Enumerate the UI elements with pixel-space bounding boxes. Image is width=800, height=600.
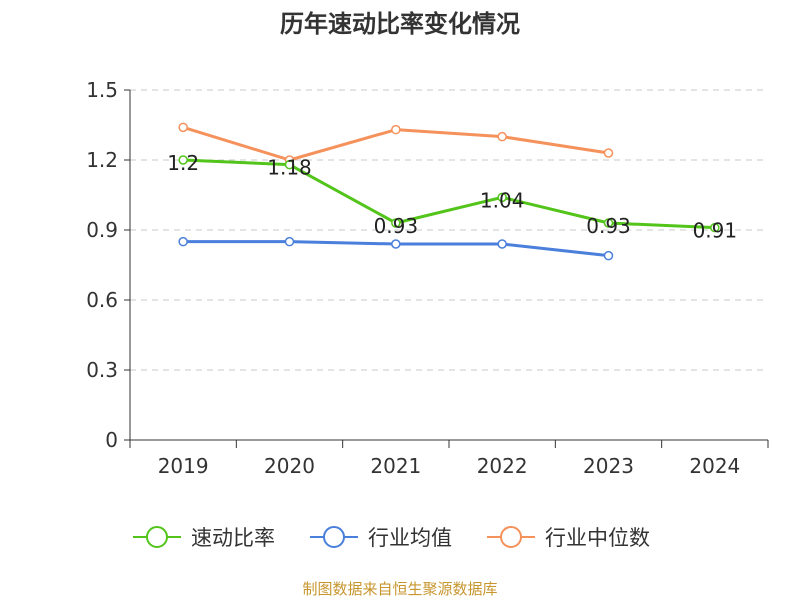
data-point bbox=[178, 155, 188, 165]
data-point bbox=[603, 250, 614, 261]
x-tick-label: 2019 bbox=[158, 454, 209, 478]
data-point bbox=[497, 239, 507, 249]
y-tick-label: 0 bbox=[105, 428, 118, 452]
y-tick-label: 0.9 bbox=[86, 218, 118, 242]
source-note: 制图数据来自恒生聚源数据库 bbox=[302, 580, 498, 598]
legend-marker bbox=[146, 526, 168, 548]
legend-label: 行业均值 bbox=[368, 526, 452, 550]
data-point bbox=[497, 192, 507, 203]
data-point bbox=[284, 159, 295, 170]
y-tick-label: 1.5 bbox=[86, 78, 118, 102]
y-tick-label: 0.3 bbox=[86, 358, 118, 382]
legend-label: 速动比率 bbox=[191, 526, 275, 550]
data-labels: 1.2 1.18 0.93 1.04 0.93 0.91 bbox=[167, 151, 737, 243]
legend-label: 行业中位数 bbox=[545, 526, 650, 550]
data-point bbox=[497, 131, 507, 142]
data-label: 0.93 bbox=[586, 214, 631, 238]
y-tick-label: 1.2 bbox=[86, 148, 118, 172]
data-point bbox=[603, 148, 614, 158]
data-point bbox=[391, 124, 401, 135]
x-tick-label: 2020 bbox=[264, 454, 315, 478]
x-tick-label: 2021 bbox=[370, 454, 421, 478]
x-tick-label: 2024 bbox=[689, 454, 740, 478]
legend-marker bbox=[500, 526, 522, 548]
legend-marker bbox=[323, 526, 345, 548]
x-tick-label: 2022 bbox=[477, 454, 528, 478]
data-point bbox=[391, 218, 401, 228]
data-label: 0.93 bbox=[374, 214, 419, 238]
x-tick-label: 2023 bbox=[583, 454, 634, 478]
axes: 0 0.3 0.6 0.9 1.2 1.5 2019 2020 2021 2022 2023 2024 bbox=[86, 78, 769, 478]
data-label: 1.18 bbox=[267, 156, 312, 180]
data-point bbox=[603, 218, 614, 228]
data-point bbox=[710, 222, 720, 233]
grid-lines bbox=[130, 89, 768, 371]
data-label: 1.2 bbox=[167, 151, 199, 175]
data-point bbox=[178, 236, 188, 247]
series-line-0 bbox=[183, 158, 715, 230]
data-point bbox=[178, 122, 188, 133]
chart-title: 历年速动比率变化情况 bbox=[280, 10, 520, 38]
data-point bbox=[284, 236, 295, 247]
data-label: 1.04 bbox=[480, 188, 525, 212]
y-tick-label: 0.6 bbox=[86, 288, 118, 312]
data-point bbox=[391, 239, 401, 249]
series-layer bbox=[178, 122, 720, 261]
legend: 速动比率 行业均值 行业中位数 bbox=[133, 526, 650, 550]
data-label: 0.91 bbox=[693, 219, 738, 243]
